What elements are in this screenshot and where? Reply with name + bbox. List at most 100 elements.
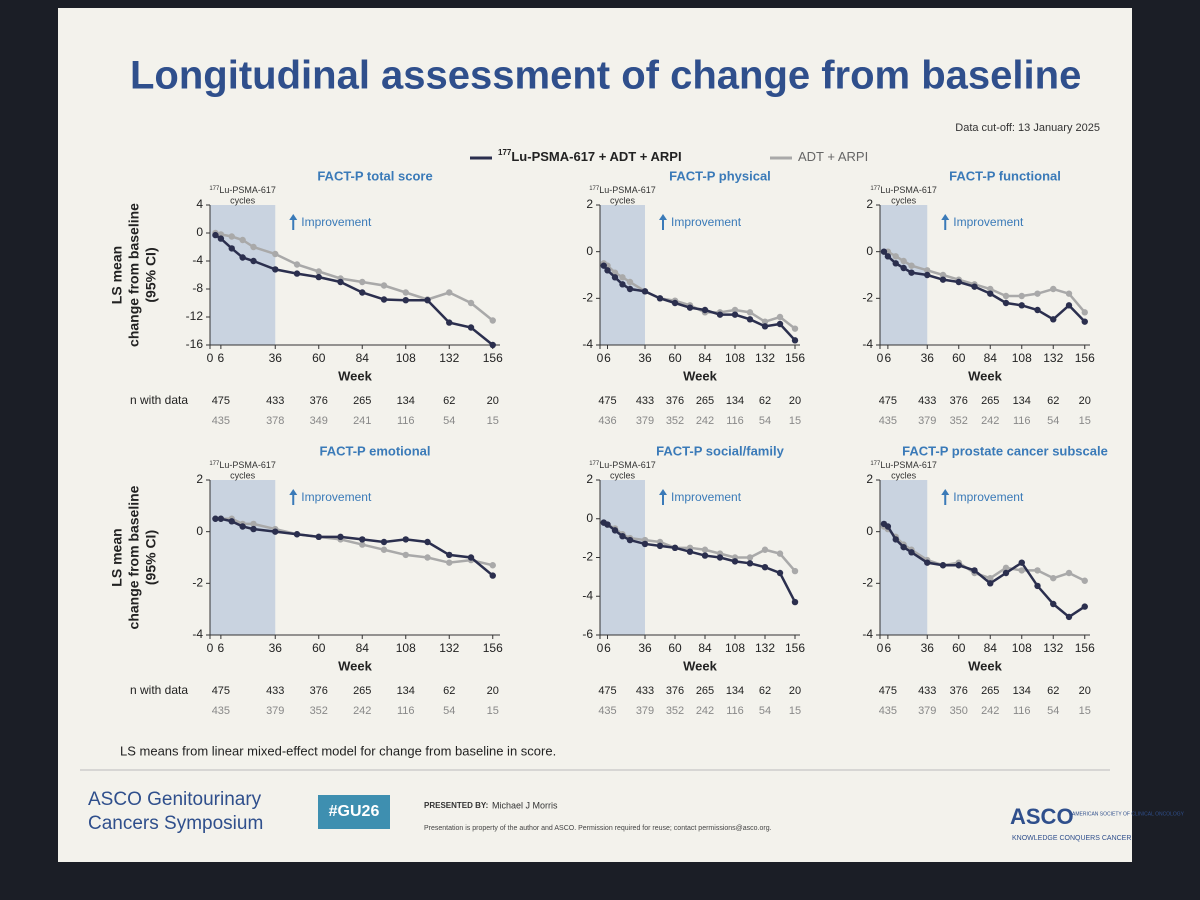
data-point [1018,559,1025,566]
n-value: 116 [1013,705,1031,717]
data-point [731,558,739,565]
n-value: 62 [1047,395,1059,407]
series-line [883,522,1086,619]
y-tick-label: -2 [582,291,593,305]
y-tick-label: 0 [586,511,593,525]
cycles-sup: 177 [209,461,220,467]
y-tick-label: 2 [196,472,203,486]
data-point [791,598,799,606]
data-point [467,299,475,307]
data-point [315,268,322,275]
n-value: 475 [879,395,897,407]
improvement-arrowhead [659,489,667,495]
notice: Presentation is property of the author a… [424,825,772,832]
series-line [215,231,494,322]
data-point [212,515,219,522]
y-tick-label: -4 [192,627,203,641]
x-tick-label: 108 [1012,641,1032,655]
n-value: 116 [397,705,415,717]
n-value: 265 [696,685,714,697]
n-value: 15 [789,415,801,427]
data-point [446,319,453,326]
n-value: 433 [636,685,654,697]
data-point [924,559,931,566]
data-point [716,311,724,318]
data-point [955,562,962,569]
x-tick-label: 60 [668,641,682,655]
n-value: 241 [353,415,371,427]
x-axis-label: Week [338,658,372,673]
data-point [467,324,475,331]
data-point [686,304,694,311]
y-tick-label: 2 [586,472,593,486]
n-value: 379 [266,705,284,717]
data-point [776,320,784,328]
cycles-text: Lu-PSMA-617 [599,460,656,470]
data-point [467,554,475,561]
data-point [641,288,649,295]
cycles-label: 177Lu-PSMA-617 [209,460,276,470]
data-point [489,317,496,324]
n-value: 349 [310,415,328,427]
improvement-arrowhead [659,214,667,220]
data-point [671,299,679,307]
data-point [1034,567,1041,574]
improvement-label: Improvement [671,490,742,504]
data-point [1081,577,1088,584]
y-tick-label: -8 [192,281,203,295]
n-value: 116 [726,415,744,427]
y-tick-label: 0 [196,225,203,239]
x-tick-label: 36 [638,641,652,655]
data-point [337,278,344,286]
x-tick-label: 156 [785,641,805,655]
n-value: 376 [310,685,328,697]
data-point [761,563,769,571]
data-point [1002,292,1010,300]
data-point [250,520,257,528]
n-value: 15 [1079,705,1091,717]
x-tick-label: 6 [218,641,225,655]
n-value: 62 [759,395,771,407]
n-value: 376 [950,685,968,697]
x-tick-label: 108 [1012,351,1032,365]
n-value: 352 [666,705,684,717]
data-point [1018,292,1025,300]
data-point [424,538,431,546]
n-value: 475 [212,685,230,697]
data-point [604,521,611,528]
data-point [604,267,611,274]
data-point [228,518,235,525]
n-value: 265 [696,395,714,407]
data-point [641,540,649,548]
data-point [939,276,947,283]
n-value: 436 [598,415,616,427]
data-point [746,560,754,567]
data-point [359,289,366,296]
data-point [892,260,899,267]
cycles-sup: 177 [589,186,600,192]
n-value: 62 [759,685,771,697]
n-value: 62 [443,395,455,407]
cycles-text: Lu-PSMA-617 [599,185,656,195]
n-value: 20 [789,395,801,407]
data-point [716,554,724,561]
data-point [293,270,301,277]
hashtag-box [318,795,390,829]
cycles-sup: 177 [589,461,600,467]
x-tick-label: 132 [439,351,459,365]
x-axis-label: Week [683,658,717,673]
data-point [380,296,388,303]
data-point [1065,613,1073,621]
data-point [1065,302,1073,309]
n-value: 62 [1047,685,1059,697]
data-point [380,546,388,553]
n-value: 475 [598,685,616,697]
data-point [272,266,279,273]
data-point [272,250,279,258]
data-point [337,533,344,541]
n-value: 242 [353,705,371,717]
data-point [315,533,322,541]
